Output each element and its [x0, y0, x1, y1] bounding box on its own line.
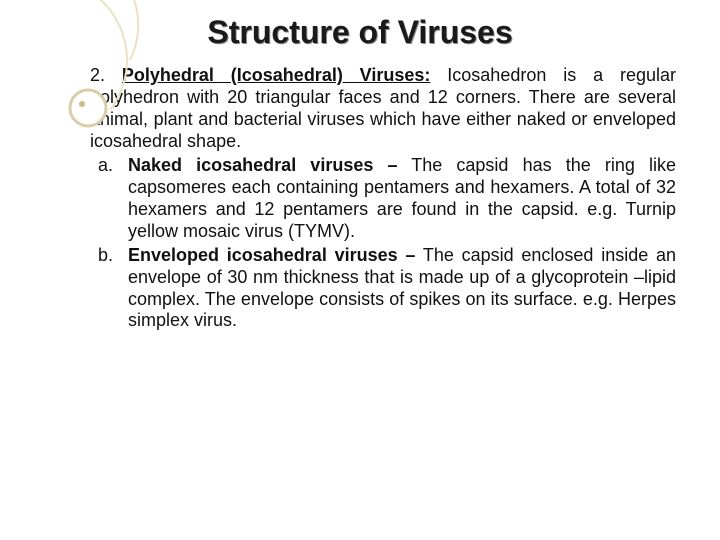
intro-paragraph: 2. Polyhedral (Icosahedral) Viruses: Ico…: [90, 65, 676, 153]
item-letter: a.: [98, 155, 113, 177]
item-subtitle: Enveloped icosahedral viruses –: [128, 245, 415, 265]
content-block: 2. Polyhedral (Icosahedral) Viruses: Ico…: [0, 61, 720, 332]
item-subtitle: Naked icosahedral viruses –: [128, 155, 397, 175]
list-item: b. Enveloped icosahedral viruses – The c…: [128, 245, 676, 333]
sub-list: a. Naked icosahedral viruses – The capsi…: [90, 155, 676, 333]
page-title: Structure of Viruses: [0, 0, 720, 61]
intro-label: Polyhedral (Icosahedral) Viruses:: [122, 65, 431, 85]
intro-number: 2.: [90, 65, 105, 85]
item-letter: b.: [98, 245, 113, 267]
list-item: a. Naked icosahedral viruses – The capsi…: [128, 155, 676, 243]
